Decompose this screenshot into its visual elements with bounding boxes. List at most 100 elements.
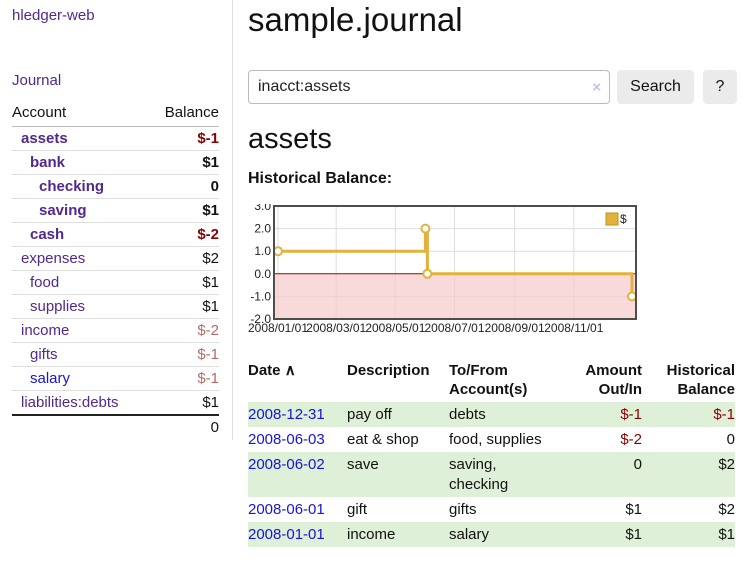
account-row: checking 0	[12, 174, 219, 199]
account-row: bank $1	[12, 150, 219, 175]
account-row: expenses $2	[12, 246, 219, 271]
transaction-amount: $1	[625, 501, 642, 518]
register-table: Date ∧ Description To/From Account(s) Amoun…	[248, 358, 735, 547]
register-header-to-from-account-s-: To/From Account(s)	[449, 362, 528, 398]
x-tick-label: 2008/07/01	[424, 321, 484, 335]
x-tick-label: 2008/11/01	[544, 321, 603, 335]
account-balance: $-1	[149, 342, 219, 367]
accounts-table: Account Balance assets $-1 bank $1 checking 0…	[12, 101, 219, 439]
page-title: sample.journal	[248, 1, 463, 38]
account-link-liabilities-debts[interactable]: liabilities:debts	[21, 394, 119, 411]
transaction-description: income	[347, 526, 396, 543]
account-link-income[interactable]: income	[21, 322, 70, 339]
transaction-balance: $1	[718, 526, 735, 543]
sidebar: hledger-web Journal Account Balance asse…	[0, 0, 233, 440]
account-link-checking[interactable]: checking	[39, 178, 105, 195]
accounts-header-balance: Balance	[149, 101, 219, 127]
account-link-cash[interactable]: cash	[30, 226, 65, 243]
clear-search-icon[interactable]: ×	[592, 79, 601, 96]
account-balance: $1	[149, 294, 219, 319]
register-header-description: Description	[347, 362, 430, 379]
accounts-header-account: Account	[12, 101, 150, 127]
search-input-wrap: ×	[248, 70, 610, 104]
account-row: saving $1	[12, 198, 219, 223]
search-button[interactable]: Search	[617, 70, 694, 104]
transaction-accounts: saving, checking	[449, 456, 509, 493]
account-link-bank[interactable]: bank	[30, 154, 66, 171]
transaction-description: pay off	[347, 406, 392, 423]
legend-label: $	[620, 212, 627, 226]
transaction-balance: 0	[726, 431, 735, 448]
y-tick-label: -1.0	[250, 289, 271, 303]
account-row: cash $-2	[12, 222, 219, 247]
negative-region	[275, 273, 635, 319]
accounts-total-row: 0	[12, 414, 219, 439]
transaction-date-link[interactable]: 2008-12-31	[248, 406, 325, 423]
account-link-food[interactable]: food	[30, 274, 60, 291]
account-heading: assets	[248, 123, 332, 155]
account-balance: $1	[149, 270, 219, 295]
transaction-balance: $2	[718, 501, 735, 518]
transaction-amount: $-1	[620, 406, 642, 423]
account-row: supplies $1	[12, 294, 219, 319]
account-balance: $1	[149, 390, 219, 415]
account-link-gifts[interactable]: gifts	[30, 346, 58, 363]
register-header-historical-balance: Historical Balance	[666, 362, 735, 398]
account-link-supplies[interactable]: supplies	[30, 298, 86, 315]
sort-ascending-icon[interactable]: ∧	[284, 362, 296, 379]
y-tick-label: 0.0	[254, 267, 271, 281]
account-balance: $2	[149, 246, 219, 271]
transaction-row: 2008-06-01 gift gifts $1 $2	[248, 497, 735, 522]
account-link-expenses[interactable]: expenses	[21, 250, 86, 267]
data-point-marker	[627, 291, 637, 302]
transaction-accounts: salary	[449, 526, 490, 543]
transaction-accounts: debts	[449, 406, 486, 423]
account-link-saving[interactable]: saving	[39, 202, 87, 219]
account-link-salary[interactable]: salary	[30, 370, 71, 387]
account-balance: $-2	[149, 222, 219, 247]
transaction-date-link[interactable]: 2008-06-01	[248, 501, 325, 518]
search-input[interactable]	[248, 70, 610, 104]
account-link-assets[interactable]: assets	[21, 130, 68, 147]
transaction-row: 2008-12-31 pay off debts $-1 $-1	[248, 402, 735, 427]
account-row: gifts $-1	[12, 342, 219, 367]
chart-title: Historical Balance:	[248, 170, 393, 187]
y-tick-label: 2.0	[254, 222, 271, 236]
account-row: food $1	[12, 270, 219, 295]
historical-balance-chart: $3.0 2.0 1.0 0.0 -1.0 -2.0 2008/01/01 2008/03/0…	[246, 199, 638, 338]
account-balance: $1	[149, 150, 219, 175]
account-balance: $-2	[149, 318, 219, 343]
transaction-date-link[interactable]: 2008-06-02	[248, 456, 325, 473]
transaction-amount: 0	[633, 456, 642, 473]
data-point-marker	[420, 223, 431, 234]
transaction-balance: $2	[718, 456, 735, 473]
data-point-marker	[422, 268, 433, 279]
transaction-description: eat & shop	[347, 431, 419, 448]
transaction-description: gift	[347, 501, 368, 518]
account-row: liabilities:debts $1	[12, 390, 219, 415]
y-tick-label: 1.0	[254, 244, 271, 258]
x-tick-label: 2008/05/01	[365, 321, 425, 335]
register-header-date[interactable]: Date ∧	[248, 362, 296, 379]
transaction-amount: $1	[625, 526, 642, 543]
legend-swatch	[605, 212, 619, 226]
transaction-date-link[interactable]: 2008-01-01	[248, 526, 325, 543]
sidebar-item-journal[interactable]: Journal	[12, 72, 62, 89]
main-content: sample.journal × Search ? assets Histori…	[248, 0, 742, 582]
help-button[interactable]: ?	[703, 70, 737, 104]
accounts-total-value: 0	[149, 414, 219, 439]
register-header-amount-out-in: Amount Out/In	[585, 362, 642, 398]
transaction-date-link[interactable]: 2008-06-03	[248, 431, 325, 448]
plot-border	[273, 205, 637, 320]
account-row: income $-2	[12, 318, 219, 343]
app-title-link[interactable]: hledger-web	[12, 7, 95, 24]
data-point-marker	[273, 246, 283, 257]
y-tick-label: 3.0	[254, 204, 271, 213]
account-balance: $-1	[197, 130, 219, 147]
transaction-accounts: food, supplies	[449, 431, 542, 448]
transaction-balance: $-1	[713, 406, 735, 423]
x-tick-label: 2008/03/01	[306, 321, 366, 335]
search-form: × Search ?	[248, 70, 742, 104]
account-row: assets $-1	[12, 127, 219, 151]
